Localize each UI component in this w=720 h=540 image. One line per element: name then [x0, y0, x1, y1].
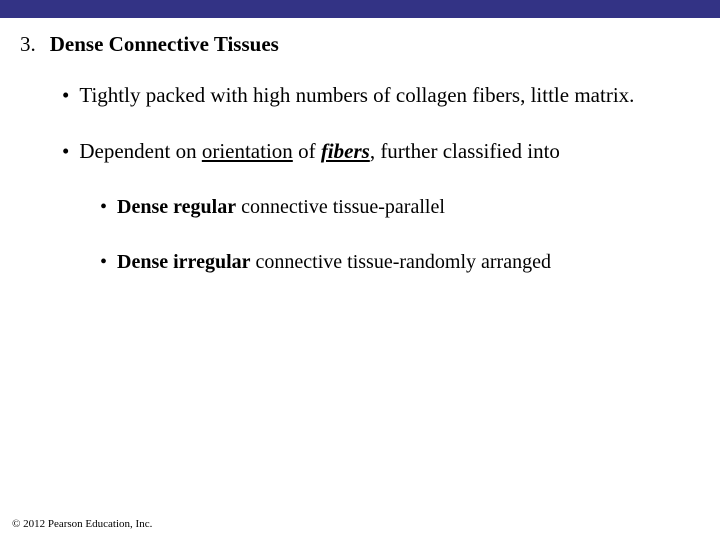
text-fragment: Dependent on: [79, 139, 201, 163]
bullet-text: Tightly packed with high numbers of coll…: [79, 81, 634, 109]
bullet-level-1: • Dependent on orientation of fibers, fu…: [0, 137, 720, 165]
underlined-text: orientation: [202, 139, 293, 163]
heading-text: Dense Connective Tissues: [50, 32, 279, 57]
bullet-text: Dense irregular connective tissue-random…: [117, 249, 551, 276]
heading-row: 3. Dense Connective Tissues: [0, 32, 720, 57]
bold-text: Dense irregular: [117, 251, 251, 273]
text-fragment: connective tissue-parallel: [236, 196, 445, 218]
bullet-level-1: • Tightly packed with high numbers of co…: [0, 81, 720, 109]
text-fragment: connective tissue-randomly arranged: [251, 251, 551, 273]
heading-number: 3.: [20, 32, 36, 57]
bullet-dot-icon: •: [62, 137, 69, 165]
bullet-text: Dependent on orientation of fibers, furt…: [79, 137, 560, 165]
bullet-dot-icon: •: [100, 249, 107, 276]
slide-content: 3. Dense Connective Tissues • Tightly pa…: [0, 18, 720, 276]
bullet-text: Dense regular connective tissue-parallel: [117, 194, 445, 221]
bullet-dot-icon: •: [100, 194, 107, 221]
bold-text: Dense regular: [117, 196, 236, 218]
text-fragment: , further classified into: [370, 139, 560, 163]
emphasized-text: fibers: [321, 139, 370, 163]
copyright-footer: © 2012 Pearson Education, Inc.: [12, 518, 152, 530]
text-fragment: of: [293, 139, 321, 163]
bullet-level-2: • Dense regular connective tissue-parall…: [0, 194, 720, 221]
top-accent-bar: [0, 0, 720, 18]
bullet-dot-icon: •: [62, 81, 69, 109]
bullet-level-2: • Dense irregular connective tissue-rand…: [0, 249, 720, 276]
